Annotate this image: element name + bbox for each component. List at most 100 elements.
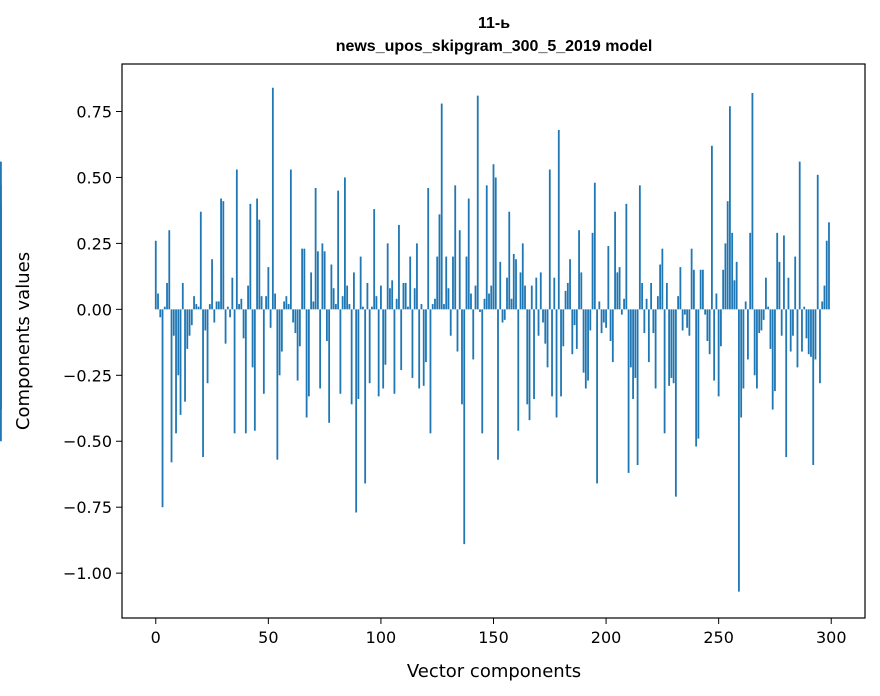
- bar: [301, 248, 304, 310]
- bar: [647, 309, 650, 363]
- bar: [161, 309, 164, 508]
- bar: [699, 269, 702, 310]
- bar: [625, 203, 628, 310]
- bar: [190, 309, 193, 326]
- bar: [202, 309, 204, 458]
- bar: [323, 251, 326, 310]
- x-tick-label: 50: [258, 628, 278, 647]
- bar: [656, 296, 659, 310]
- bar: [521, 243, 524, 310]
- bar: [760, 309, 763, 331]
- bar: [179, 309, 182, 415]
- bar: [600, 309, 603, 334]
- bar: [756, 309, 758, 389]
- x-tick-label: 150: [478, 628, 509, 647]
- bar: [704, 309, 707, 315]
- bar: [157, 293, 159, 310]
- bar: [188, 309, 191, 336]
- y-tick-label: −1.00: [63, 564, 112, 583]
- bar: [562, 309, 565, 347]
- bar: [650, 282, 653, 310]
- bar: [530, 285, 533, 310]
- bar: [467, 198, 470, 310]
- bar: [344, 177, 346, 310]
- bar: [497, 309, 499, 460]
- bar: [825, 240, 828, 310]
- bar: [229, 309, 231, 318]
- bar: [566, 282, 569, 310]
- y-tick-label: 0.00: [76, 300, 112, 319]
- bar: [589, 309, 592, 331]
- bar: [695, 309, 698, 447]
- bar: [330, 264, 333, 310]
- bar: [154, 240, 157, 310]
- bar: [274, 293, 276, 310]
- bar: [235, 169, 238, 310]
- bar: [380, 285, 382, 310]
- bar: [701, 269, 704, 310]
- bar: [692, 269, 695, 310]
- bar: [265, 296, 267, 310]
- bar: [720, 309, 722, 347]
- bar: [413, 288, 416, 310]
- bar: [636, 309, 639, 465]
- bar: [641, 282, 643, 310]
- bar: [271, 87, 274, 310]
- y-tick-label: −0.50: [63, 432, 112, 451]
- bar: [713, 309, 716, 381]
- bar: [508, 211, 511, 310]
- bar: [578, 230, 580, 310]
- bar: [447, 288, 450, 310]
- bar: [411, 309, 414, 378]
- y-tick-label: 0.25: [76, 234, 112, 253]
- bar: [305, 309, 308, 418]
- bar: [253, 309, 256, 431]
- bar: [801, 309, 803, 352]
- bar: [168, 230, 171, 310]
- bar: [810, 309, 812, 357]
- bar: [798, 161, 801, 310]
- bar: [715, 293, 718, 310]
- bar: [515, 259, 517, 310]
- bar: [828, 222, 830, 310]
- bar: [341, 296, 344, 310]
- bar: [499, 261, 502, 310]
- bar: [744, 301, 747, 310]
- bar: [316, 251, 319, 310]
- bar: [783, 235, 785, 310]
- bar: [560, 309, 562, 397]
- bar: [470, 293, 472, 310]
- y-axis-ticks: −1.00 −0.75 −0.50 −0.25 0.00 0.25 0.50 0.75: [63, 102, 122, 583]
- bar: [751, 93, 754, 310]
- bar: [175, 309, 177, 434]
- bar: [346, 285, 349, 310]
- bar: [706, 309, 709, 341]
- bar: [393, 309, 396, 394]
- bar: [353, 272, 355, 310]
- bar: [780, 309, 783, 336]
- bar: [199, 211, 202, 310]
- bar: [328, 309, 331, 423]
- bar: [276, 309, 279, 460]
- bar: [373, 209, 376, 310]
- bar: [177, 309, 180, 376]
- bar: [260, 296, 263, 310]
- bar: [386, 243, 389, 310]
- bar: [427, 187, 430, 310]
- bar: [573, 309, 576, 326]
- bar: [0, 309, 2, 339]
- bar: [537, 309, 540, 336]
- bar: [436, 256, 439, 310]
- bar: [823, 285, 826, 310]
- bar: [418, 309, 421, 389]
- bar: [242, 309, 245, 339]
- bar: [375, 296, 378, 310]
- bar: [357, 309, 360, 400]
- bar: [785, 309, 788, 458]
- x-tick-label: 200: [591, 628, 622, 647]
- bar: [461, 309, 463, 405]
- bar: [593, 182, 596, 310]
- bar: [170, 309, 173, 463]
- bar: [733, 280, 736, 310]
